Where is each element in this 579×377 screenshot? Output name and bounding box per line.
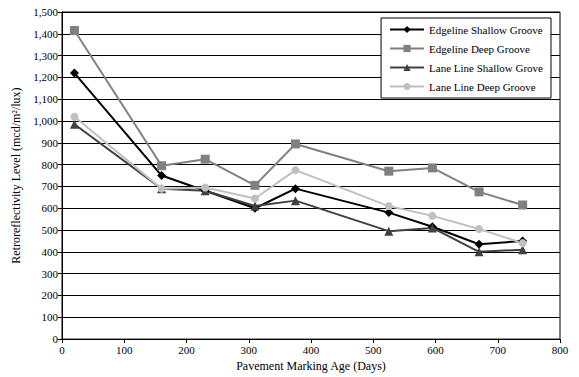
svg-text:100: 100 xyxy=(42,311,59,323)
svg-text:Edgeline Deep Groove: Edgeline Deep Groove xyxy=(429,43,530,55)
svg-text:Pavement Marking Age (Days): Pavement Marking Age (Days) xyxy=(236,359,386,373)
svg-text:Retroreflectivity Level (mcd/m: Retroreflectivity Level (mcd/m²/lux) xyxy=(9,87,23,263)
svg-text:200: 200 xyxy=(178,344,195,356)
svg-text:900: 900 xyxy=(42,137,59,149)
svg-text:200: 200 xyxy=(42,289,59,301)
svg-text:1,000: 1,000 xyxy=(33,115,58,127)
svg-text:500: 500 xyxy=(365,344,382,356)
svg-text:0: 0 xyxy=(53,333,59,345)
svg-text:Edgeline Shallow Groove: Edgeline Shallow Groove xyxy=(429,24,543,36)
svg-text:600: 600 xyxy=(42,202,59,214)
svg-text:700: 700 xyxy=(42,180,59,192)
svg-text:500: 500 xyxy=(42,224,59,236)
svg-text:700: 700 xyxy=(490,344,507,356)
svg-text:1,200: 1,200 xyxy=(33,71,58,83)
svg-text:Lane Line Deep Groove: Lane Line Deep Groove xyxy=(429,81,536,93)
svg-text:1,500: 1,500 xyxy=(33,6,58,18)
svg-text:400: 400 xyxy=(303,344,320,356)
svg-text:0: 0 xyxy=(59,344,65,356)
svg-text:300: 300 xyxy=(42,268,59,280)
svg-text:600: 600 xyxy=(427,344,444,356)
svg-text:800: 800 xyxy=(552,344,569,356)
svg-text:1,400: 1,400 xyxy=(33,28,58,40)
svg-text:100: 100 xyxy=(116,344,133,356)
svg-text:800: 800 xyxy=(42,159,59,171)
svg-text:1,100: 1,100 xyxy=(33,93,58,105)
svg-text:300: 300 xyxy=(241,344,258,356)
svg-text:400: 400 xyxy=(42,246,59,258)
svg-text:1,300: 1,300 xyxy=(33,50,58,62)
svg-text:Lane Line Shallow Grove: Lane Line Shallow Grove xyxy=(429,62,543,74)
